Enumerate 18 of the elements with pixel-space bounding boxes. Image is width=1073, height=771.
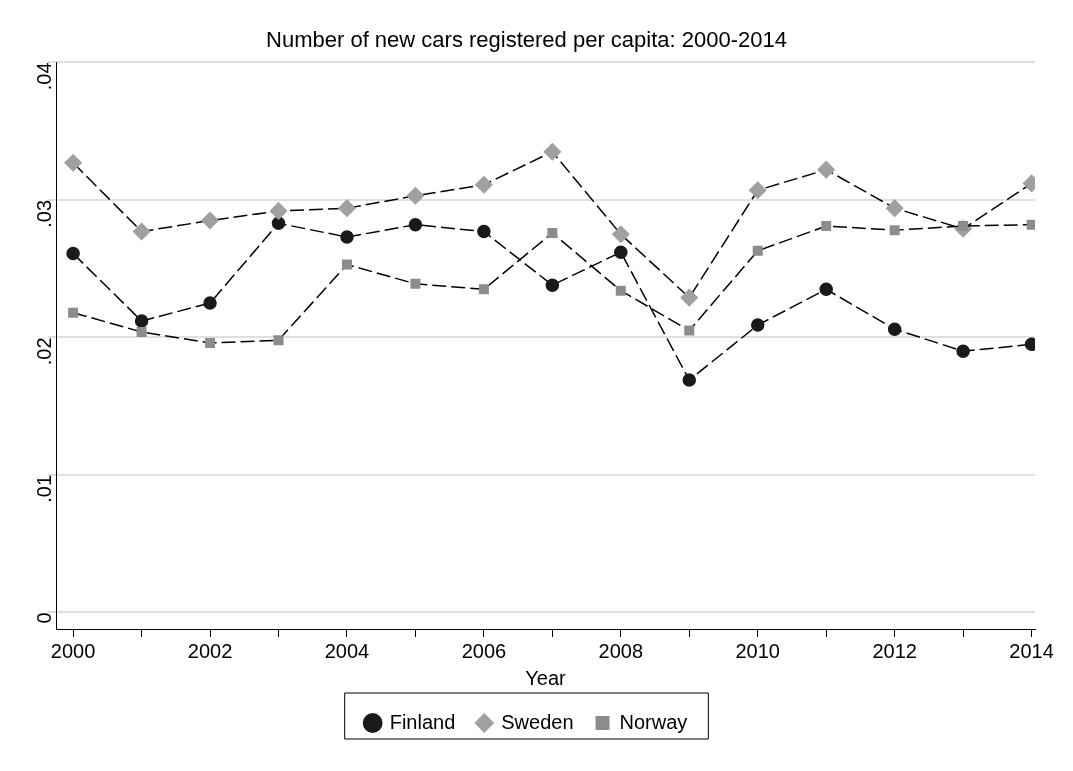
x-axis-title: Year <box>525 666 567 689</box>
x-tick-label: 2008 <box>598 639 644 662</box>
y-tick-label: .02 <box>32 337 55 366</box>
legend-label: Finland <box>389 710 456 733</box>
x-tick-label: 2000 <box>50 639 96 662</box>
x-tick-label: 2012 <box>872 639 917 662</box>
legend-label: Norway <box>619 710 688 733</box>
y-tick-label: .01 <box>32 474 55 503</box>
x-tick-label: 2014 <box>1009 639 1054 662</box>
x-tick-label: 2002 <box>187 639 233 662</box>
x-tick-label: 2010 <box>735 639 780 662</box>
x-tick-label: 2004 <box>324 639 370 662</box>
chart-title: Number of new cars registered per capita: 2000-2014 <box>266 27 787 53</box>
legend-label: Sweden <box>501 710 574 733</box>
y-tick-label: .04 <box>32 62 55 91</box>
x-tick-label: 2006 <box>461 639 507 662</box>
y-tick-label: 0 <box>32 612 55 624</box>
y-tick-label: .03 <box>32 199 55 228</box>
